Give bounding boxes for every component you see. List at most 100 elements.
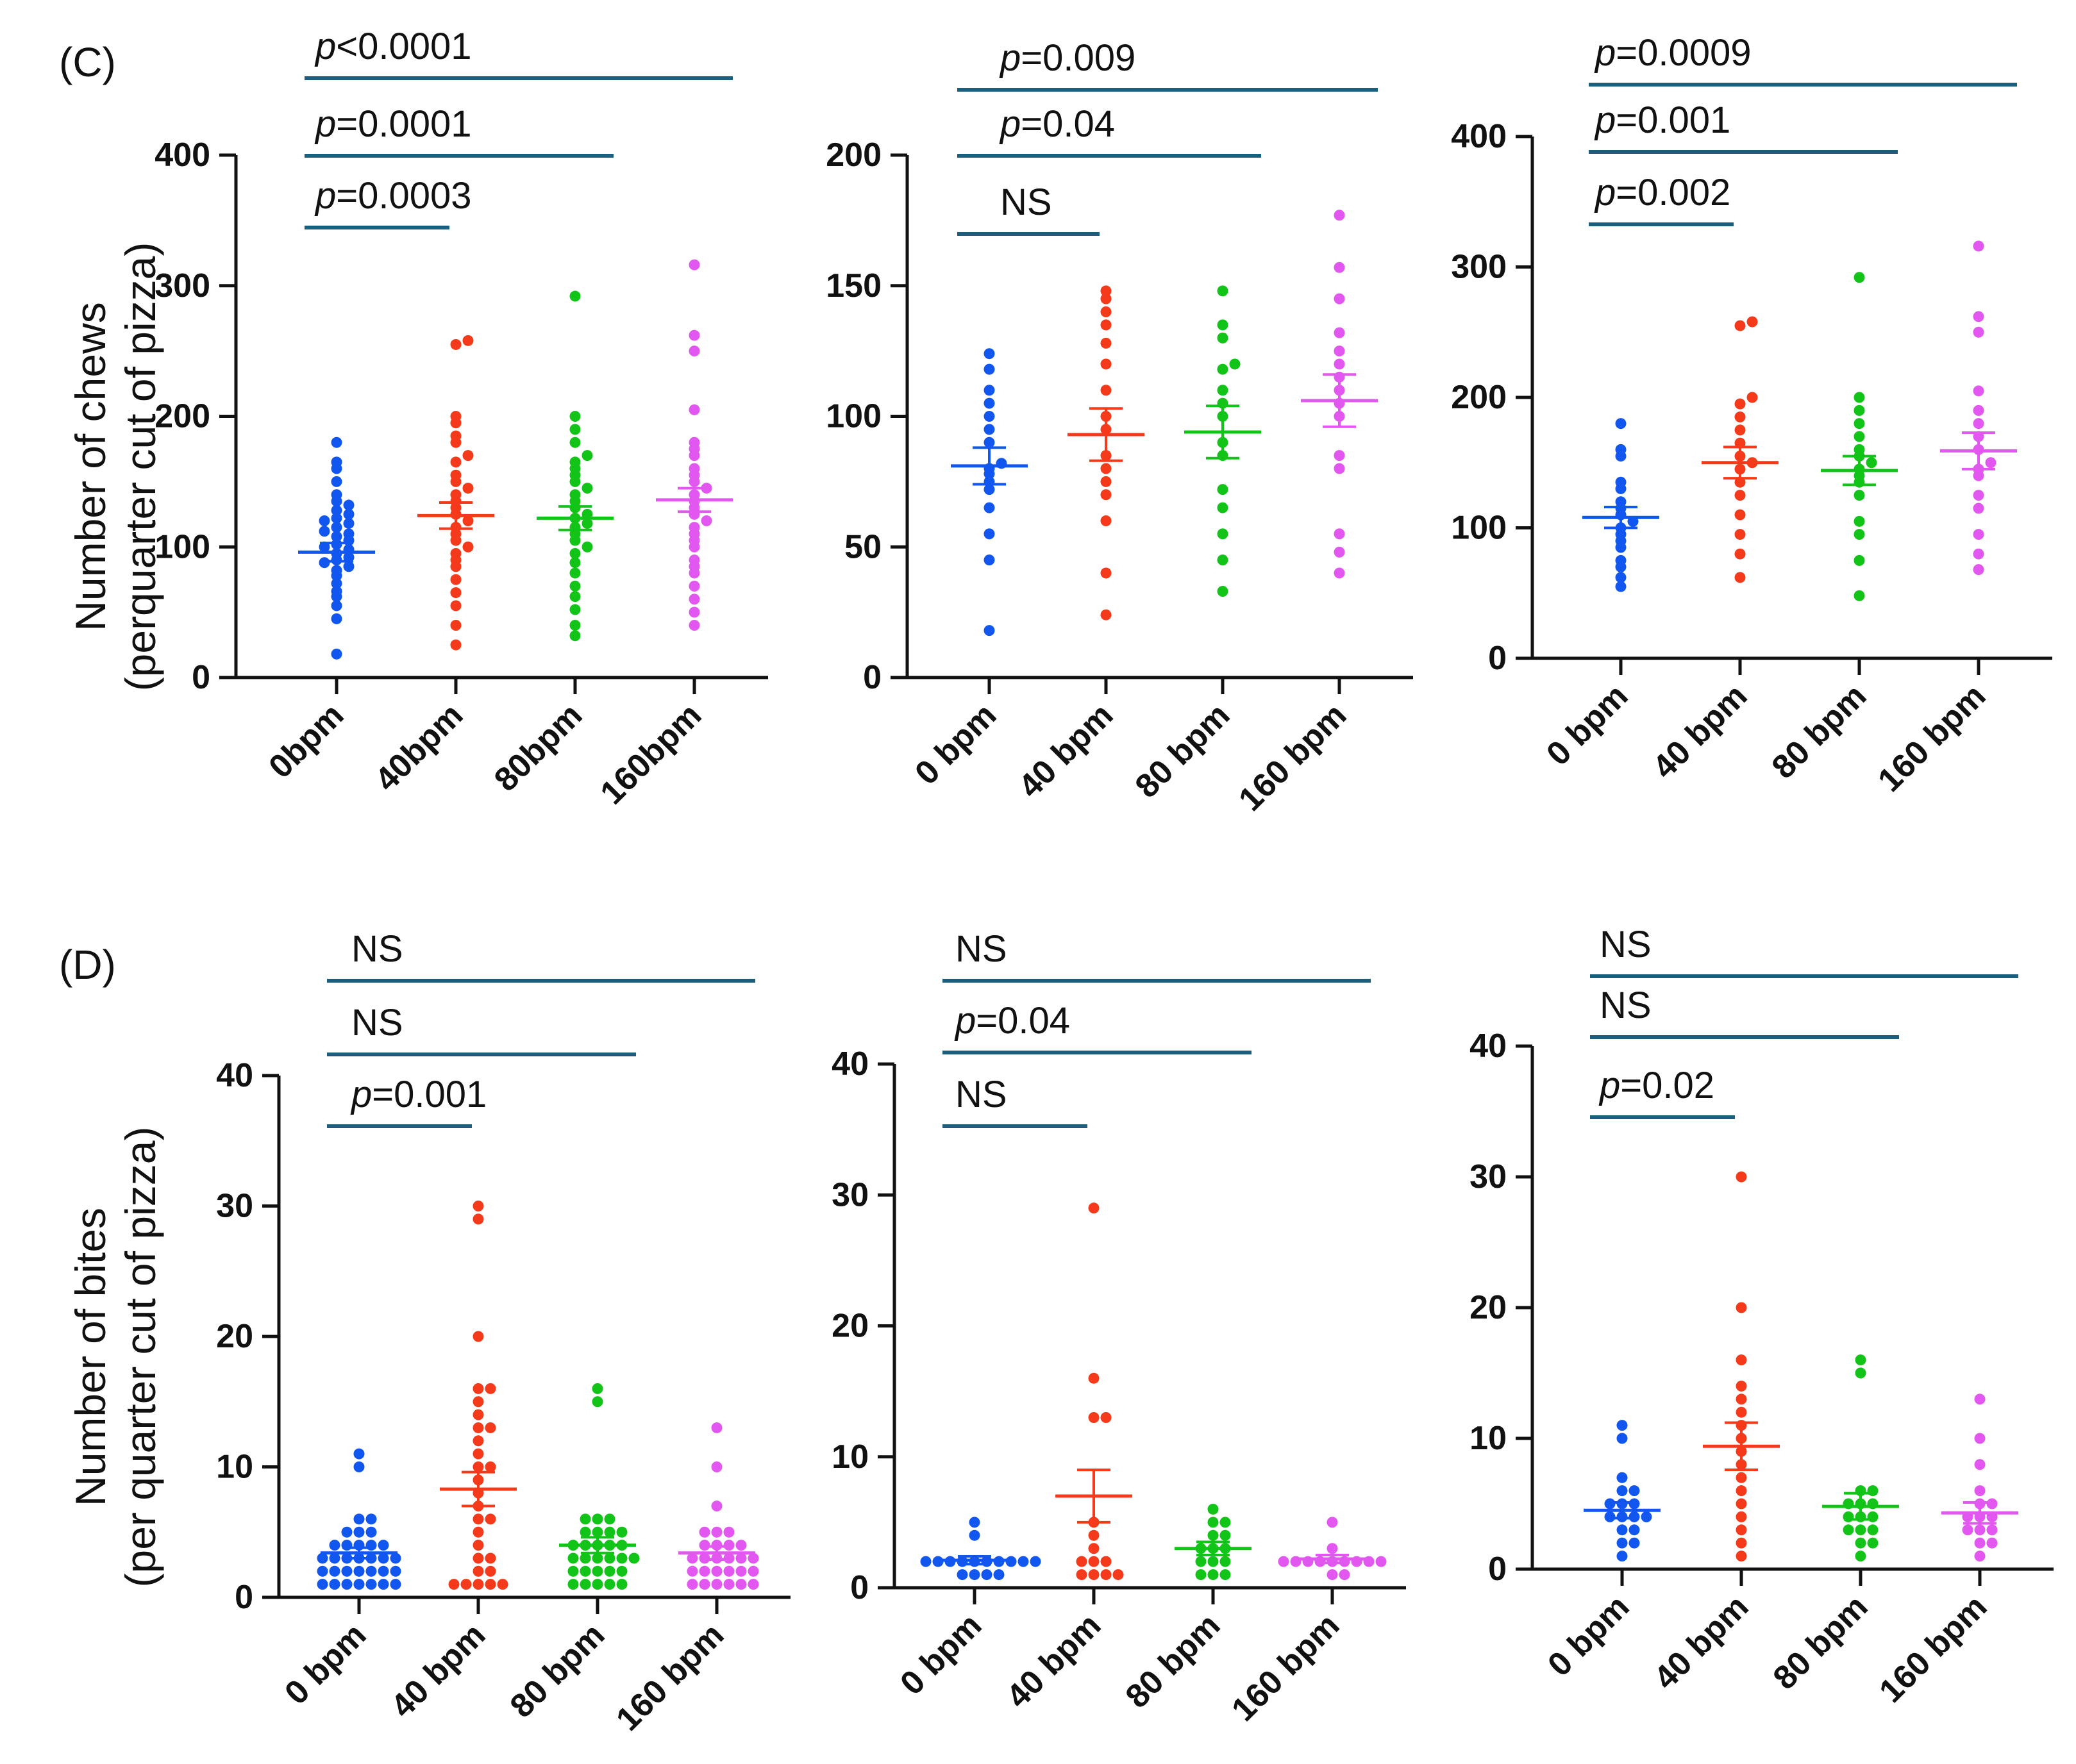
data-point: [1100, 293, 1112, 304]
significance-label: NS: [1000, 181, 1052, 223]
data-point: [1855, 1537, 1866, 1549]
data-point: [569, 437, 581, 448]
p-value: NS: [1600, 924, 1652, 965]
p-symbol: p: [1594, 172, 1616, 213]
data-point: [331, 586, 342, 597]
data-point: [1854, 404, 1865, 416]
data-point: [616, 1526, 628, 1538]
data-point: [1195, 1556, 1207, 1567]
data-point: [580, 1565, 591, 1577]
data-point: [331, 512, 342, 524]
data-point: [1217, 484, 1228, 495]
significance-label: NS: [351, 1002, 403, 1044]
data-point: [331, 437, 342, 448]
data-point: [1867, 1524, 1879, 1536]
x-tick-label: 160 bpm: [1225, 1606, 1346, 1728]
data-point: [473, 1396, 484, 1408]
y-tick-label: 10: [832, 1438, 869, 1476]
data-point: [1855, 1354, 1866, 1366]
data-point: [1334, 567, 1345, 579]
data-point: [1855, 1524, 1866, 1536]
data-point: [1100, 285, 1112, 297]
data-point: [984, 348, 995, 360]
series-green: [559, 1383, 640, 1590]
data-point: [450, 338, 462, 350]
data-point: [450, 620, 462, 631]
data-point: [473, 1422, 484, 1433]
data-point: [748, 1565, 759, 1577]
p-value: =0.001: [372, 1074, 487, 1115]
data-point: [1616, 1551, 1628, 1562]
data-point: [735, 1565, 747, 1577]
data-point: [1736, 1498, 1747, 1510]
data-point: [1334, 450, 1345, 462]
data-point: [450, 547, 462, 559]
data-point: [1207, 1556, 1219, 1567]
data-point: [1100, 337, 1112, 349]
data-point: [450, 587, 462, 599]
data-point: [1100, 463, 1112, 474]
data-point: [984, 502, 995, 513]
data-point: [378, 1565, 389, 1577]
data-point: [343, 508, 355, 520]
data-point: [1973, 548, 1984, 560]
data-point: [723, 1565, 735, 1577]
y-tick-label: 200: [826, 137, 882, 174]
series-red: [417, 335, 494, 651]
data-point: [1334, 345, 1345, 357]
data-point: [984, 437, 995, 448]
p-value: =0.009: [1021, 37, 1135, 79]
data-point: [616, 1579, 628, 1590]
p-value: =0.002: [1616, 172, 1730, 213]
data-point: [1100, 1411, 1112, 1423]
p-value: NS: [955, 928, 1007, 970]
p-value: =0.0009: [1616, 32, 1751, 74]
data-point: [567, 1565, 579, 1577]
significance-label: p<0.0001: [314, 26, 472, 67]
data-point: [1217, 528, 1228, 540]
x-tick-label: 0 bpm: [278, 1616, 373, 1711]
x-tick-label: 40 bpm: [1000, 1606, 1109, 1715]
data-point: [473, 1201, 484, 1211]
data-point: [984, 554, 995, 566]
y-tick-label: 200: [155, 398, 210, 435]
data-point: [319, 515, 330, 526]
data-point: [616, 1552, 628, 1564]
y-tick-label: 0: [1488, 640, 1507, 677]
series-green: [1175, 1503, 1251, 1581]
y-tick-label: 10: [216, 1449, 253, 1486]
series-blue: [317, 1448, 401, 1590]
data-point: [450, 574, 462, 585]
data-point: [365, 1513, 377, 1525]
data-point: [331, 565, 342, 576]
data-point: [390, 1565, 401, 1577]
y-tick-label: 40: [216, 1057, 253, 1094]
data-point: [1986, 1537, 1998, 1549]
data-point: [473, 1526, 484, 1538]
data-point: [1855, 1551, 1866, 1562]
data-point: [569, 424, 581, 435]
data-point: [1334, 358, 1345, 370]
series-blue: [1582, 418, 1659, 592]
data-point: [317, 1565, 328, 1577]
data-point: [1334, 528, 1345, 540]
data-point: [1973, 418, 1984, 429]
series-blue: [951, 348, 1028, 637]
data-point: [1334, 546, 1345, 558]
data-point: [981, 1569, 992, 1581]
x-tick-label: 160 bpm: [1232, 696, 1353, 818]
data-point: [569, 456, 581, 468]
y-tick-label: 300: [155, 267, 210, 304]
data-point: [1604, 1511, 1616, 1522]
data-point: [1974, 1459, 1986, 1470]
data-point: [485, 1565, 496, 1577]
data-point: [735, 1540, 747, 1551]
data-point: [1628, 1511, 1640, 1522]
series-green: [1821, 272, 1898, 601]
x-tick-label: 160bpm: [594, 696, 709, 811]
data-point: [473, 1448, 484, 1460]
